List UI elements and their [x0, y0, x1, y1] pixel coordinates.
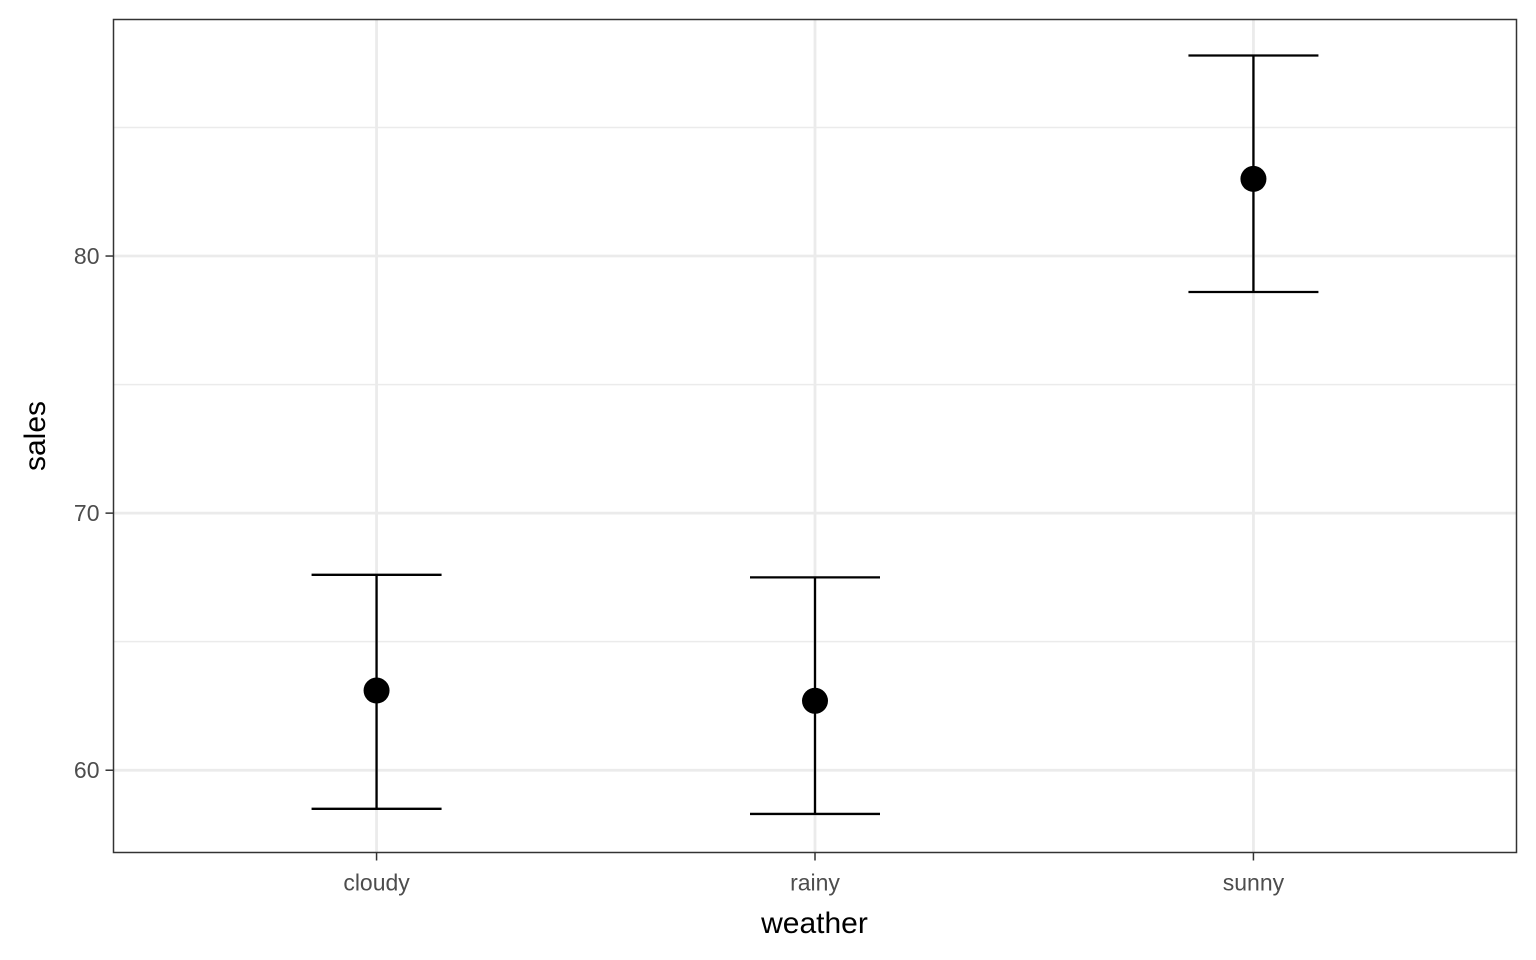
y-tick-label: 70 [74, 500, 100, 526]
axes: 60 70 80 cloudy rainy sunny [74, 243, 1285, 895]
y-tick-label: 80 [74, 243, 100, 269]
mean-point [363, 677, 390, 704]
mean-point [802, 687, 828, 714]
x-tick-label: sunny [1223, 870, 1285, 896]
x-axis-title: weather [760, 907, 868, 940]
x-tick-label: rainy [790, 870, 840, 896]
y-tick-label: 60 [74, 757, 100, 783]
mean-point [1240, 165, 1267, 192]
grid-lines [113, 19, 1517, 853]
x-tick-label: cloudy [343, 870, 410, 896]
data-marks [311, 54, 1319, 816]
y-axis-title: sales [19, 401, 52, 471]
